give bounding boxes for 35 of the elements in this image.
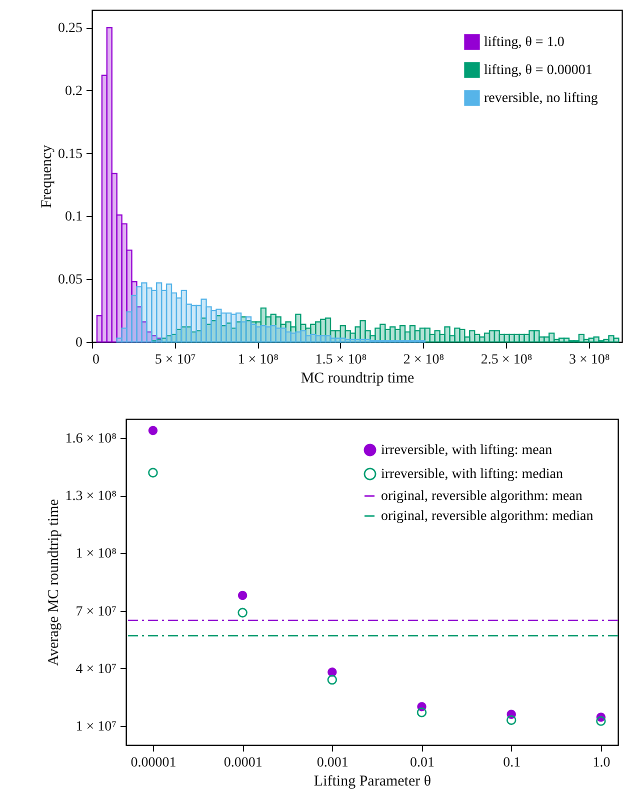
y-tick-label: 1.3 × 10⁸ [65, 489, 117, 504]
x-tick-label: 5 × 10⁷ [154, 352, 196, 368]
x-tick-label: 1.0 [592, 756, 610, 770]
legend-label: reversible, no lifting [484, 91, 598, 106]
y-axis-title: Average MC roundtrip time [46, 498, 62, 666]
x-tick-label: 0.1 [503, 756, 521, 770]
x-tick-label: 1 × 10⁸ [238, 352, 279, 368]
x-tick-label: 1.5 × 10⁸ [315, 352, 367, 368]
y-tick-label: 0.05 [58, 272, 82, 288]
y-axis-title: Frequency [39, 144, 55, 208]
x-axis-title: Lifting Parameter θ [314, 774, 432, 790]
legend-label: irreversible, with lifting: median [381, 467, 563, 482]
y-tick-label: 4 × 10⁷ [76, 662, 117, 677]
legend-label: original, reversible algorithm: median [381, 509, 594, 524]
x-tick-label: 0.00001 [130, 756, 176, 770]
y-tick-label: 0.2 [65, 84, 82, 99]
legend-label: irreversible, with lifting: mean [381, 443, 552, 458]
x-tick-label: 2 × 10⁸ [403, 352, 444, 368]
y-tick-label: 7 × 10⁷ [76, 604, 117, 620]
x-axis-title: MC roundtrip time [300, 370, 415, 386]
y-tick-label: 0.15 [58, 146, 82, 162]
x-tick-label: 0.01 [410, 756, 435, 770]
y-tick-label: 1.6 × 10⁸ [65, 432, 117, 447]
y-tick-label: 1 × 10⁸ [76, 546, 117, 562]
y-tick-label: 0.1 [65, 210, 82, 225]
x-tick-label: 0.001 [316, 756, 348, 770]
legend-label: original, reversible algorithm: mean [381, 489, 582, 504]
y-tick-label: 0.25 [58, 21, 82, 36]
legend-label: lifting, θ = 1.0 [484, 35, 564, 50]
x-tick-label: 0.0001 [224, 756, 262, 770]
x-tick-label: 2.5 × 10⁸ [480, 352, 532, 368]
y-tick-label: 0 [76, 336, 82, 350]
y-tick-label: 1 × 10⁷ [76, 719, 117, 734]
legend-label: lifting, θ = 0.00001 [484, 63, 592, 78]
x-tick-label: 3 × 10⁸ [568, 352, 610, 368]
